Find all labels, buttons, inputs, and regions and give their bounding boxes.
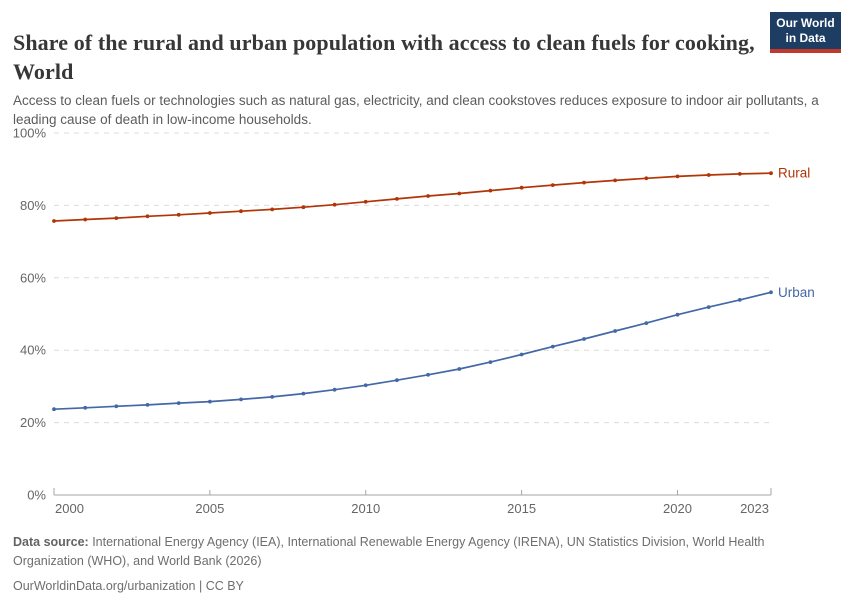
y-axis-label-40: 40% — [20, 343, 46, 358]
series-point-urban-2017[interactable] — [582, 337, 586, 341]
series-point-urban-2022[interactable] — [737, 298, 742, 302]
series-point-urban-2020[interactable] — [675, 312, 680, 317]
series-point-rural-2001[interactable] — [83, 217, 88, 222]
y-axis-label-80: 80% — [20, 198, 46, 213]
data-source-label: Data source: — [13, 535, 89, 549]
series-point-rural-2023[interactable] — [769, 171, 773, 176]
series-point-rural-2011[interactable] — [395, 197, 399, 201]
data-source-text: International Energy Agency (IEA), Inter… — [13, 535, 765, 568]
x-axis-label-2020: 2020 — [663, 501, 692, 516]
series-point-rural-2012[interactable] — [426, 194, 430, 198]
series-point-rural-2002[interactable] — [114, 216, 119, 221]
series-point-urban-2009[interactable] — [332, 387, 337, 392]
series-point-rural-2017[interactable] — [582, 180, 586, 185]
series-point-urban-2001[interactable] — [83, 405, 88, 410]
series-point-rural-2021[interactable] — [706, 173, 711, 177]
series-point-rural-2010[interactable] — [363, 199, 368, 204]
series-point-rural-2005[interactable] — [208, 211, 212, 215]
x-axis-label-2015: 2015 — [507, 501, 536, 516]
series-point-rural-2014[interactable] — [488, 188, 493, 193]
series-line-urban[interactable] — [53, 291, 772, 411]
owid-logo-line2: in Data — [785, 30, 826, 45]
x-axis-label-2000: 2000 — [55, 501, 84, 516]
series-point-urban-2003[interactable] — [145, 403, 150, 407]
series-point-urban-2000[interactable] — [52, 407, 56, 412]
series-point-rural-2007[interactable] — [270, 207, 275, 212]
series-point-urban-2010[interactable] — [363, 383, 368, 388]
series-point-rural-2019[interactable] — [644, 176, 649, 181]
series-point-urban-2008[interactable] — [301, 391, 306, 396]
series-point-urban-2018[interactable] — [613, 329, 617, 333]
series-point-rural-2015[interactable] — [519, 185, 524, 190]
series-point-rural-2006[interactable] — [239, 209, 243, 214]
series-point-rural-2018[interactable] — [613, 178, 617, 183]
series-line-rural[interactable] — [53, 172, 772, 222]
series-point-rural-2013[interactable] — [457, 191, 462, 196]
series-end-label-rural[interactable]: Rural — [778, 166, 810, 181]
series-end-label-urban[interactable]: Urban — [778, 285, 815, 300]
chart-subtitle: Access to clean fuels or technologies su… — [13, 92, 819, 128]
series-point-urban-2006[interactable] — [239, 397, 243, 402]
series-point-urban-2014[interactable] — [488, 360, 493, 364]
series-point-urban-2012[interactable] — [426, 372, 430, 377]
series-point-urban-2016[interactable] — [550, 344, 555, 349]
series-point-rural-2020[interactable] — [675, 174, 680, 179]
x-axis-label-2005: 2005 — [195, 501, 224, 516]
chart-footer: Data source: International Energy Agency… — [13, 533, 795, 596]
x-axis-label-2023: 2023 — [740, 501, 769, 516]
series-point-urban-2007[interactable] — [270, 395, 275, 399]
series-point-rural-2022[interactable] — [737, 172, 742, 176]
owid-logo[interactable]: Our World in Data — [770, 12, 841, 53]
series-point-rural-2003[interactable] — [145, 214, 150, 219]
series-point-rural-2000[interactable] — [52, 219, 56, 223]
series-point-rural-2008[interactable] — [301, 205, 306, 210]
series-point-urban-2004[interactable] — [176, 401, 181, 405]
series-point-urban-2015[interactable] — [519, 352, 524, 357]
series-point-urban-2019[interactable] — [644, 321, 649, 325]
page-title: Share of the rural and urban population … — [13, 29, 755, 84]
y-axis-label-0: 0% — [27, 488, 46, 503]
series-point-rural-2004[interactable] — [176, 212, 181, 217]
series-point-urban-2021[interactable] — [706, 305, 711, 309]
series-point-urban-2023[interactable] — [769, 290, 773, 295]
series-point-urban-2002[interactable] — [114, 404, 119, 409]
series-point-urban-2011[interactable] — [395, 378, 399, 383]
citation-line: OurWorldinData.org/urbanization | CC BY — [13, 577, 795, 596]
x-axis-label-2010: 2010 — [351, 501, 380, 516]
owid-logo-line1: Our World — [776, 16, 835, 30]
citation-link[interactable]: OurWorldinData.org/urbanization | CC BY — [13, 579, 244, 593]
series-point-rural-2009[interactable] — [332, 202, 337, 207]
series-point-urban-2005[interactable] — [208, 399, 212, 404]
data-source-line: Data source: International Energy Agency… — [13, 533, 795, 570]
series-point-urban-2013[interactable] — [457, 367, 462, 371]
y-axis-label-100: 100% — [13, 126, 47, 141]
y-axis-label-20: 20% — [20, 415, 46, 430]
y-axis-label-60: 60% — [20, 270, 46, 285]
series-point-rural-2016[interactable] — [550, 183, 555, 188]
